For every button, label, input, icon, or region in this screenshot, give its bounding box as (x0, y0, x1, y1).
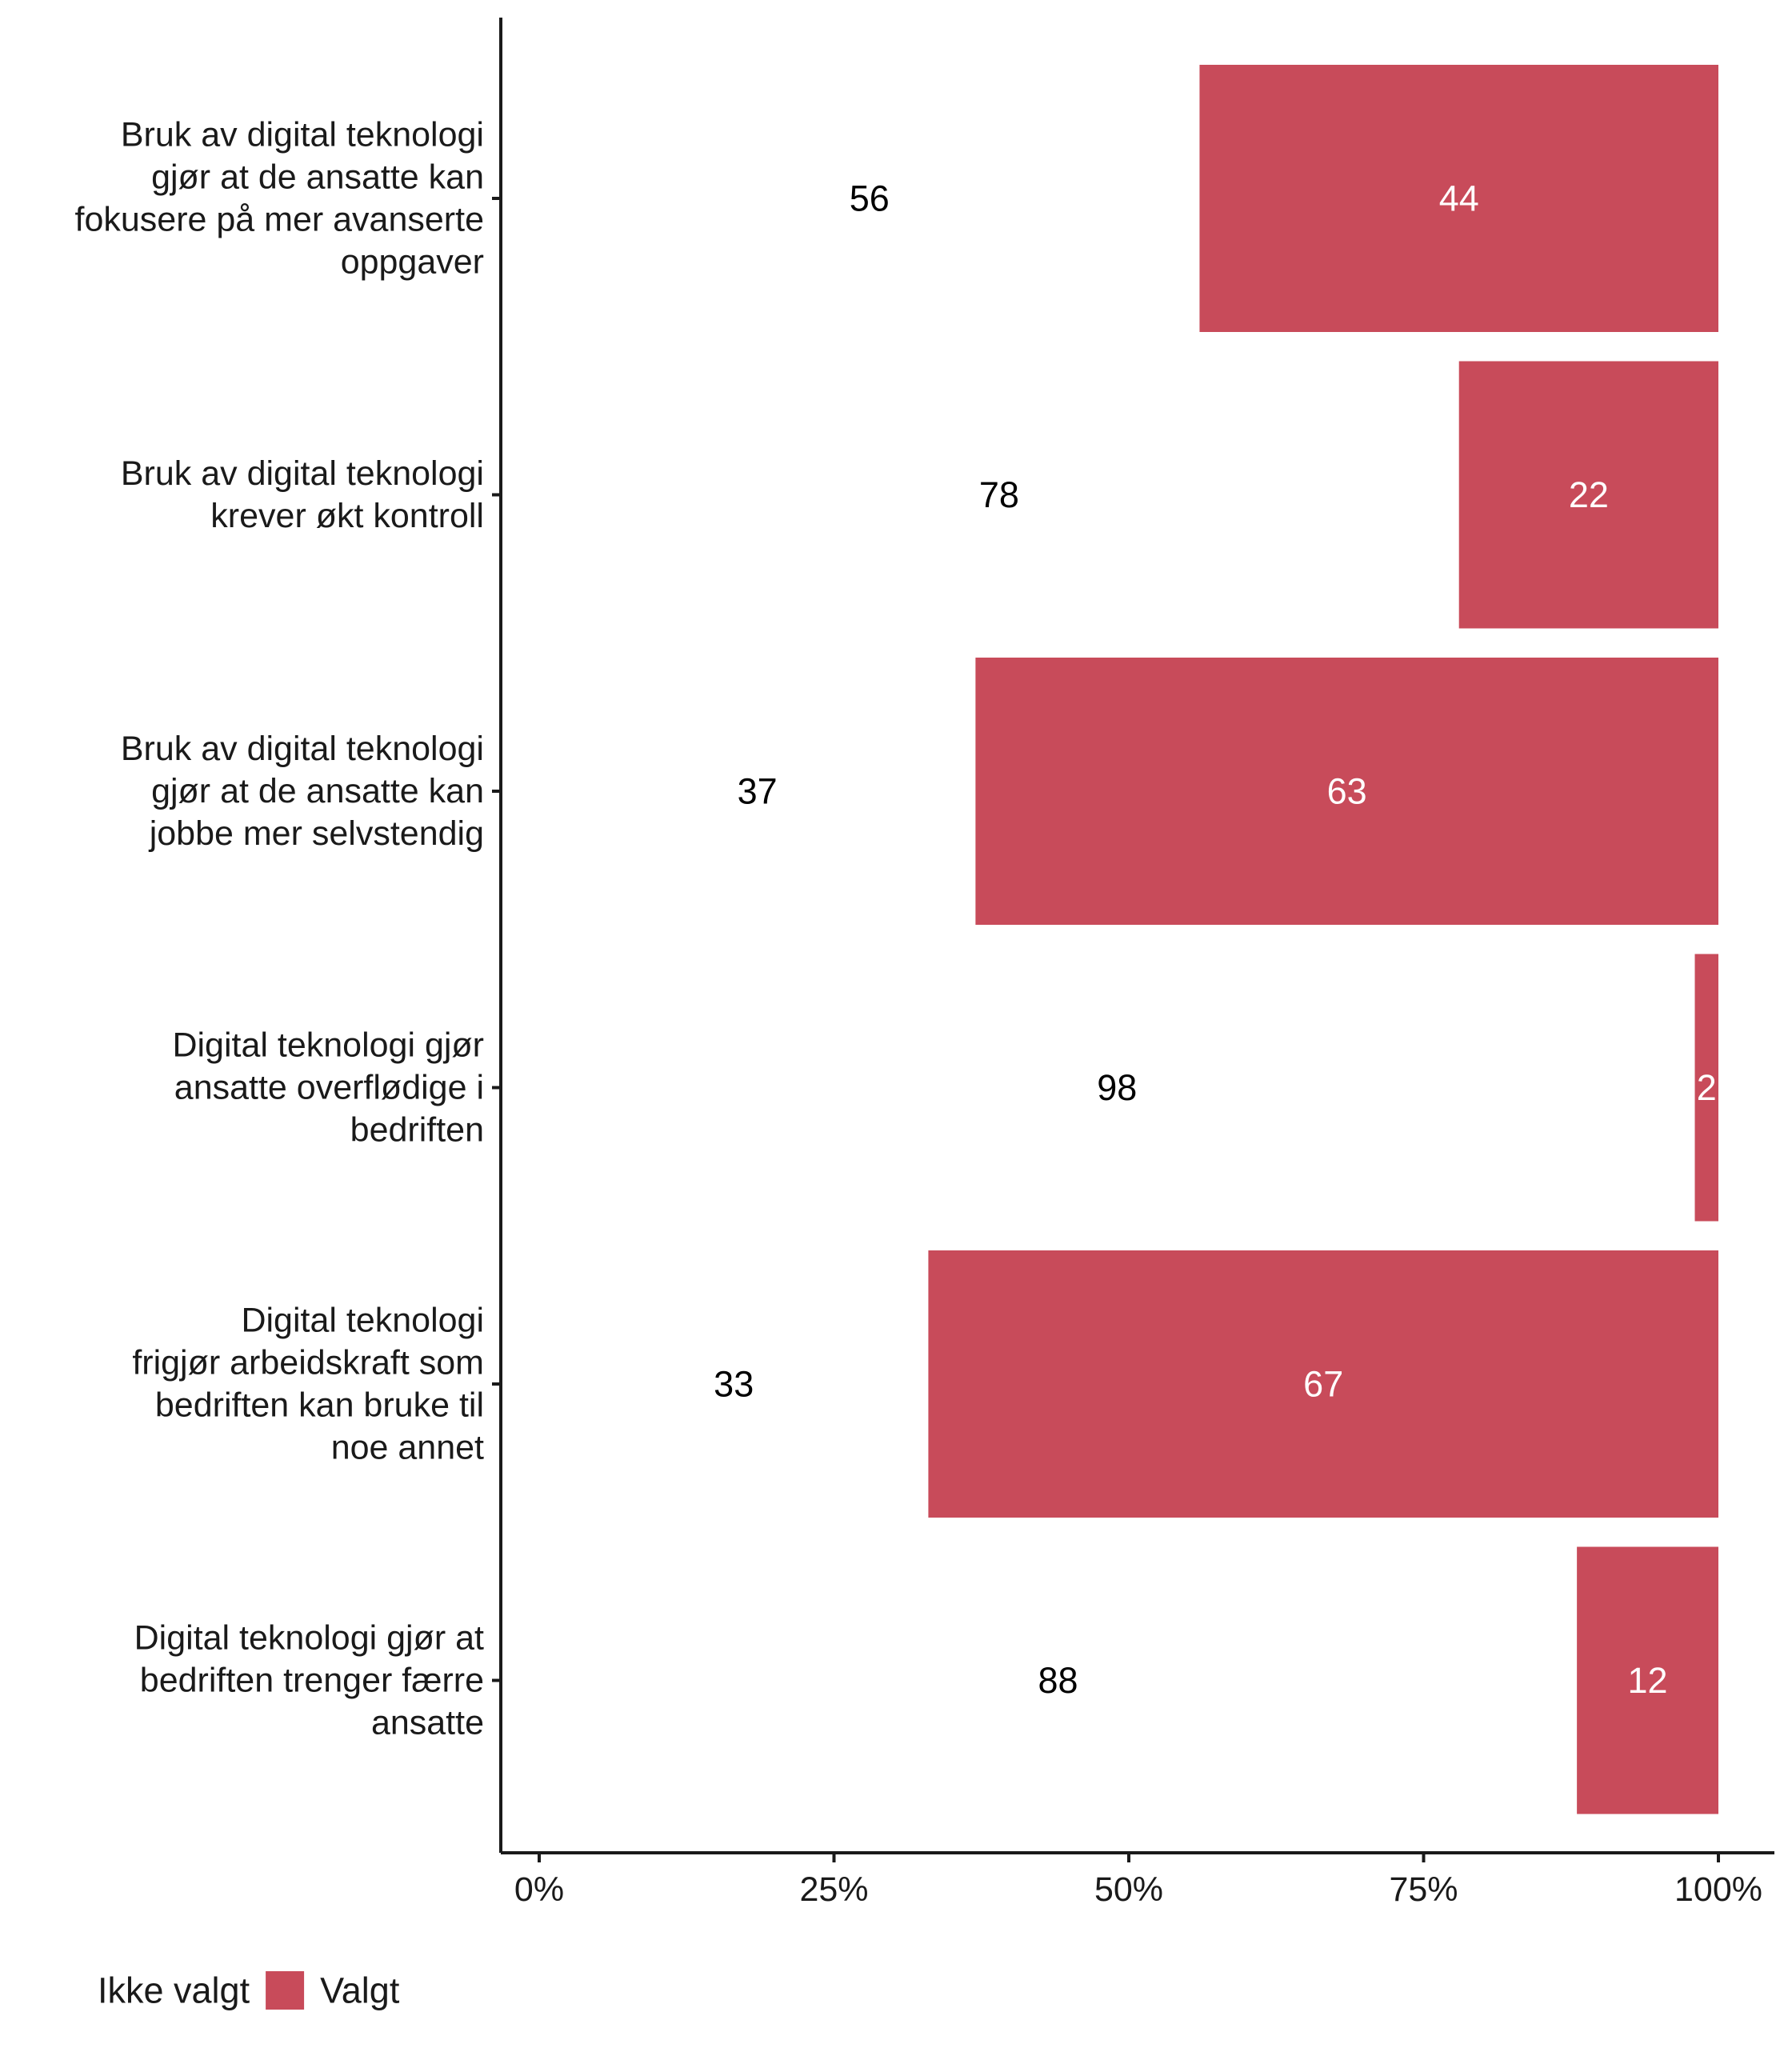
category-label-line: Bruk av digital teknologi (121, 730, 484, 768)
category-label-1: Bruk av digital teknologi gjør at de ansa… (75, 116, 485, 282)
legend-swatch-valgt (266, 1971, 305, 2010)
category-label-line: jobbe mer selvstendig (148, 814, 484, 853)
bar-valgt-3 (975, 658, 1718, 925)
x-tick-label-100: 100% (1674, 1870, 1762, 1909)
bar-ikke-valgt-4 (539, 954, 1695, 1222)
x-tick-label-75: 75% (1389, 1870, 1458, 1909)
bar-ikke-valgt-3 (539, 658, 976, 925)
value-label-valgt-4: 2 (1697, 1067, 1717, 1108)
bar-ikke-valgt-1 (539, 65, 1200, 332)
value-label-valgt-6: 12 (1628, 1660, 1668, 1701)
bar-ikke-valgt-2 (539, 361, 1459, 629)
bar-valgt-5 (928, 1250, 1718, 1518)
category-label-line: fokusere på mer avanserte (75, 201, 485, 239)
category-label-line: oppgaver (341, 243, 484, 282)
legend-swatch-ikke-valgt (48, 1971, 86, 2010)
category-label-line: frigjør arbeidskraft som (132, 1344, 484, 1382)
category-label-3: Bruk av digital teknologi gjør at de ansa… (121, 730, 484, 853)
category-label-2: Bruk av digital teknologi krever økt kont… (121, 454, 484, 535)
value-label-ikke-valgt-6: 88 (1038, 1660, 1078, 1701)
category-label-line: Digital teknologi gjør (172, 1026, 484, 1065)
category-label-line: noe annet (331, 1429, 484, 1467)
bar-valgt-1 (1199, 65, 1718, 332)
bar-valgt-2 (1458, 361, 1718, 629)
value-label-ikke-valgt-5: 33 (714, 1364, 754, 1405)
value-label-ikke-valgt-1: 56 (850, 178, 890, 219)
bar-ikke-valgt-5 (539, 1250, 929, 1518)
legend-label-valgt: Valgt (320, 1970, 400, 2011)
legend-label-ikke-valgt: Ikke valgt (98, 1970, 250, 2011)
x-axis: 0% 25% 50% 75% 100% (501, 1851, 1774, 1909)
category-label-line: ansatte overflødige i (174, 1069, 484, 1107)
value-label-ikke-valgt-3: 37 (738, 771, 778, 812)
value-label-ikke-valgt-4: 98 (1097, 1067, 1137, 1108)
category-label-line: Bruk av digital teknologi (121, 116, 484, 154)
category-label-5: Digital teknologi frigjør arbeidskraft so… (132, 1302, 484, 1467)
category-label-line: bedriften trenger færre (140, 1662, 484, 1700)
value-label-valgt-1: 44 (1439, 178, 1479, 219)
x-tick-label-25: 25% (799, 1870, 868, 1909)
x-tick-label-0: 0% (514, 1870, 564, 1909)
legend: Ikke valgt Valgt (48, 1970, 400, 2011)
value-label-valgt-3: 63 (1327, 771, 1367, 812)
category-label-line: ansatte (371, 1704, 484, 1742)
bar-valgt-4 (1694, 954, 1718, 1222)
category-label-line: Digital teknologi (241, 1302, 484, 1340)
bar-ikke-valgt-6 (539, 1546, 1578, 1814)
category-label-4: Digital teknologi gjør ansatte overflødig… (172, 1026, 484, 1150)
value-label-ikke-valgt-2: 78 (979, 474, 1019, 515)
category-label-line: krever økt kontroll (210, 497, 484, 535)
category-label-line: Digital teknologi gjør at (134, 1619, 484, 1658)
category-label-line: gjør at de ansatte kan (151, 158, 484, 197)
x-tick-label-50: 50% (1094, 1870, 1163, 1909)
value-label-valgt-5: 67 (1303, 1364, 1343, 1405)
category-label-line: bedriften kan bruke til (155, 1386, 484, 1425)
value-label-valgt-2: 22 (1569, 474, 1609, 515)
category-label-line: Bruk av digital teknologi (121, 454, 484, 493)
y-axis: Bruk av digital teknologi gjør at de ansa… (75, 18, 502, 1853)
category-label-6: Digital teknologi gjør at bedriften treng… (134, 1619, 484, 1742)
bars-layer (539, 65, 1718, 1814)
category-label-line: gjør at de ansatte kan (151, 772, 484, 810)
bar-valgt-6 (1577, 1546, 1718, 1814)
value-labels-layer: 56 44 78 22 37 63 98 2 33 67 88 12 (714, 178, 1717, 1702)
category-label-line: bedriften (350, 1111, 484, 1150)
